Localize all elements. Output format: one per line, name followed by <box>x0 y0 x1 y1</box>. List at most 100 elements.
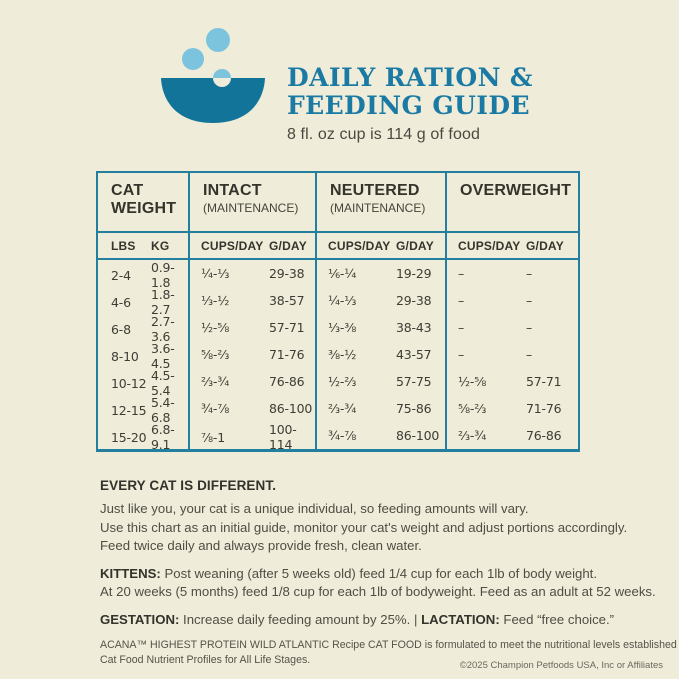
table-cell: 8-10 <box>111 348 139 364</box>
table-group-cell: 15-20 6.8-9.1 <box>98 422 190 452</box>
table-group-cell: 10-12 4.5-5.4 <box>98 368 190 398</box>
table-group-cell: ⅞-1 100-114 <box>190 422 317 452</box>
separator: | <box>413 611 418 627</box>
kittens-label: KITTENS: <box>100 565 161 581</box>
table-cell: 76-86 <box>526 428 562 443</box>
table-group-cell: – – <box>447 287 578 314</box>
table-group-cell: – – <box>447 260 578 287</box>
group-header-cat-weight: CAT WEIGHT <box>98 173 190 231</box>
page-title: DAILY RATION & FEEDING GUIDE 8 fl. oz cu… <box>287 64 533 144</box>
table-cell: – <box>458 347 465 362</box>
table-cell: 29-38 <box>396 293 432 308</box>
table-group-cell: 8-10 3.6-4.5 <box>98 341 190 371</box>
table-cell: 57-75 <box>396 374 432 389</box>
group-title: NEUTERED <box>330 182 420 199</box>
table-cell: 3.6-4.5 <box>151 341 175 371</box>
feeding-table: CAT WEIGHT INTACT (MAINTENANCE) NEUTERED… <box>96 171 580 452</box>
group-header-overweight: OVERWEIGHT <box>447 173 578 231</box>
bubble-icon <box>182 48 204 70</box>
table-cell: ⅓-⅜ <box>328 320 357 335</box>
table-cell: ½-⅝ <box>458 374 487 389</box>
group-title: OVERWEIGHT <box>460 182 572 199</box>
title-line-1: DAILY RATION & <box>287 63 533 92</box>
table-cell: ¾-⅞ <box>201 401 230 416</box>
table-group-cell: 2-4 0.9-1.8 <box>98 260 190 290</box>
table-group-cell: 12-15 5.4-6.8 <box>98 395 190 425</box>
fine-print-line-1: ACANA™ HIGHEST PROTEIN WILD ATLANTIC Rec… <box>100 639 679 651</box>
table-group-cell: ¼-⅓ 29-38 <box>317 287 447 314</box>
bowl-with-bubbles-icon <box>161 28 265 123</box>
column-header-lbs: LBS <box>111 238 136 253</box>
table-cell: ⅝-⅔ <box>458 401 487 416</box>
subheader-overweight: CUPS/DAY G/DAY <box>447 233 578 258</box>
table-group-cell: – – <box>447 341 578 368</box>
table-cell: 38-43 <box>396 320 432 335</box>
table-group-cell: 6-8 2.7-3.6 <box>98 314 190 344</box>
table-cell: 86-100 <box>396 428 440 443</box>
table-group-cell: – – <box>447 314 578 341</box>
bubble-icon <box>206 28 230 52</box>
column-header-grams: G/DAY <box>396 238 434 253</box>
column-header-cups: CUPS/DAY <box>328 238 391 253</box>
table-group-cell: ¾-⅞ 86-100 <box>190 395 317 422</box>
table-cell: 4-6 <box>111 294 131 310</box>
note-line: Use this chart as an initial guide, moni… <box>100 519 628 535</box>
table-cell: – <box>526 293 533 308</box>
table-cell: – <box>458 320 465 335</box>
gestation-label: GESTATION: <box>100 611 180 627</box>
table-cell: 43-57 <box>396 347 432 362</box>
subheader-intact: CUPS/DAY G/DAY <box>190 233 317 258</box>
table-cell: 1.8-2.7 <box>151 287 175 317</box>
table-group-cell: 4-6 1.8-2.7 <box>98 287 190 317</box>
table-cell: ½-⅝ <box>201 320 230 335</box>
column-header-grams: G/DAY <box>269 238 307 253</box>
table-group-cell: ⅜-½ 43-57 <box>317 341 447 368</box>
group-header-intact: INTACT (MAINTENANCE) <box>190 173 317 231</box>
cup-weight-subtitle: 8 fl. oz cup is 114 g of food <box>287 126 480 143</box>
table-cell: 75-86 <box>396 401 432 416</box>
kittens-paragraph: KITTENS: Post weaning (after 5 weeks old… <box>100 565 656 602</box>
note-line: Feed twice daily and always provide fres… <box>100 538 422 553</box>
copyright-notice: ©2025 Champion Petfoods USA, Inc or Affi… <box>459 660 663 671</box>
group-header-neutered: NEUTERED (MAINTENANCE) <box>317 173 447 231</box>
notes-heading: EVERY CAT IS DIFFERENT. <box>100 478 277 493</box>
table-row: 8-10 3.6-4.5 ⅝-⅔ 71-76 ⅜-½ 43-57 – – <box>98 341 578 371</box>
table-group-cell: ⅝-⅔ 71-76 <box>190 341 317 368</box>
table-cell: ¼-⅓ <box>328 293 357 308</box>
gestation-text: Increase daily feeding amount by 25%. <box>183 611 411 627</box>
column-header-kg: KG <box>151 238 170 253</box>
table-cell: 38-57 <box>269 293 305 308</box>
table-cell: ½-⅔ <box>328 374 357 389</box>
note-line: Just like you, your cat is a unique indi… <box>100 501 529 516</box>
table-cell: 4.5-5.4 <box>151 368 175 398</box>
table-cell: – <box>526 266 533 281</box>
table-cell: 19-29 <box>396 266 432 281</box>
table-cell: 29-38 <box>269 266 305 281</box>
table-cell: ⅜-½ <box>328 347 357 362</box>
bubble-icon <box>213 69 231 78</box>
table-body: 2-4 0.9-1.8 ¼-⅓ 29-38 ⅙-¼ 19-29– –4-6 1.8-2.7 ⅓-… <box>98 260 578 452</box>
table-cell: ⅔-¾ <box>328 401 357 416</box>
column-header-grams: G/DAY <box>526 238 564 253</box>
subheader-neutered: CUPS/DAY G/DAY <box>317 233 447 258</box>
table-cell: ¼-⅓ <box>201 266 230 281</box>
table-cell: ⅝-⅔ <box>201 347 230 362</box>
table-group-cell: ⅓-⅜ 38-43 <box>317 314 447 341</box>
fine-print-line-2: Cat Food Nutrient Profiles for All Life … <box>100 653 311 666</box>
table-cell: – <box>526 320 533 335</box>
table-row: 4-6 1.8-2.7 ⅓-½ 38-57 ¼-⅓ 29-38– – <box>98 287 578 317</box>
column-header-cups: CUPS/DAY <box>458 238 521 253</box>
table-row: 15-20 6.8-9.1 ⅞-1 100-114 ¾-⅞ 86-100 ⅔-¾ 76-86 <box>98 422 578 452</box>
table-cell: 2.7-3.6 <box>151 314 175 344</box>
bowl-shape <box>161 78 265 123</box>
table-cell: ¾-⅞ <box>328 428 357 443</box>
table-cell: 57-71 <box>269 320 305 335</box>
table-cell: 71-76 <box>526 401 562 416</box>
gestation-lactation-line: GESTATION: Increase daily feeding amount… <box>100 611 620 630</box>
table-cell: – <box>458 266 465 281</box>
table-cell: ⅔-¾ <box>458 428 487 443</box>
subheader-weight: LBS KG <box>98 233 190 258</box>
table-cell: ⅔-¾ <box>201 374 230 389</box>
table-group-cell: ⅝-⅔ 71-76 <box>447 395 578 422</box>
